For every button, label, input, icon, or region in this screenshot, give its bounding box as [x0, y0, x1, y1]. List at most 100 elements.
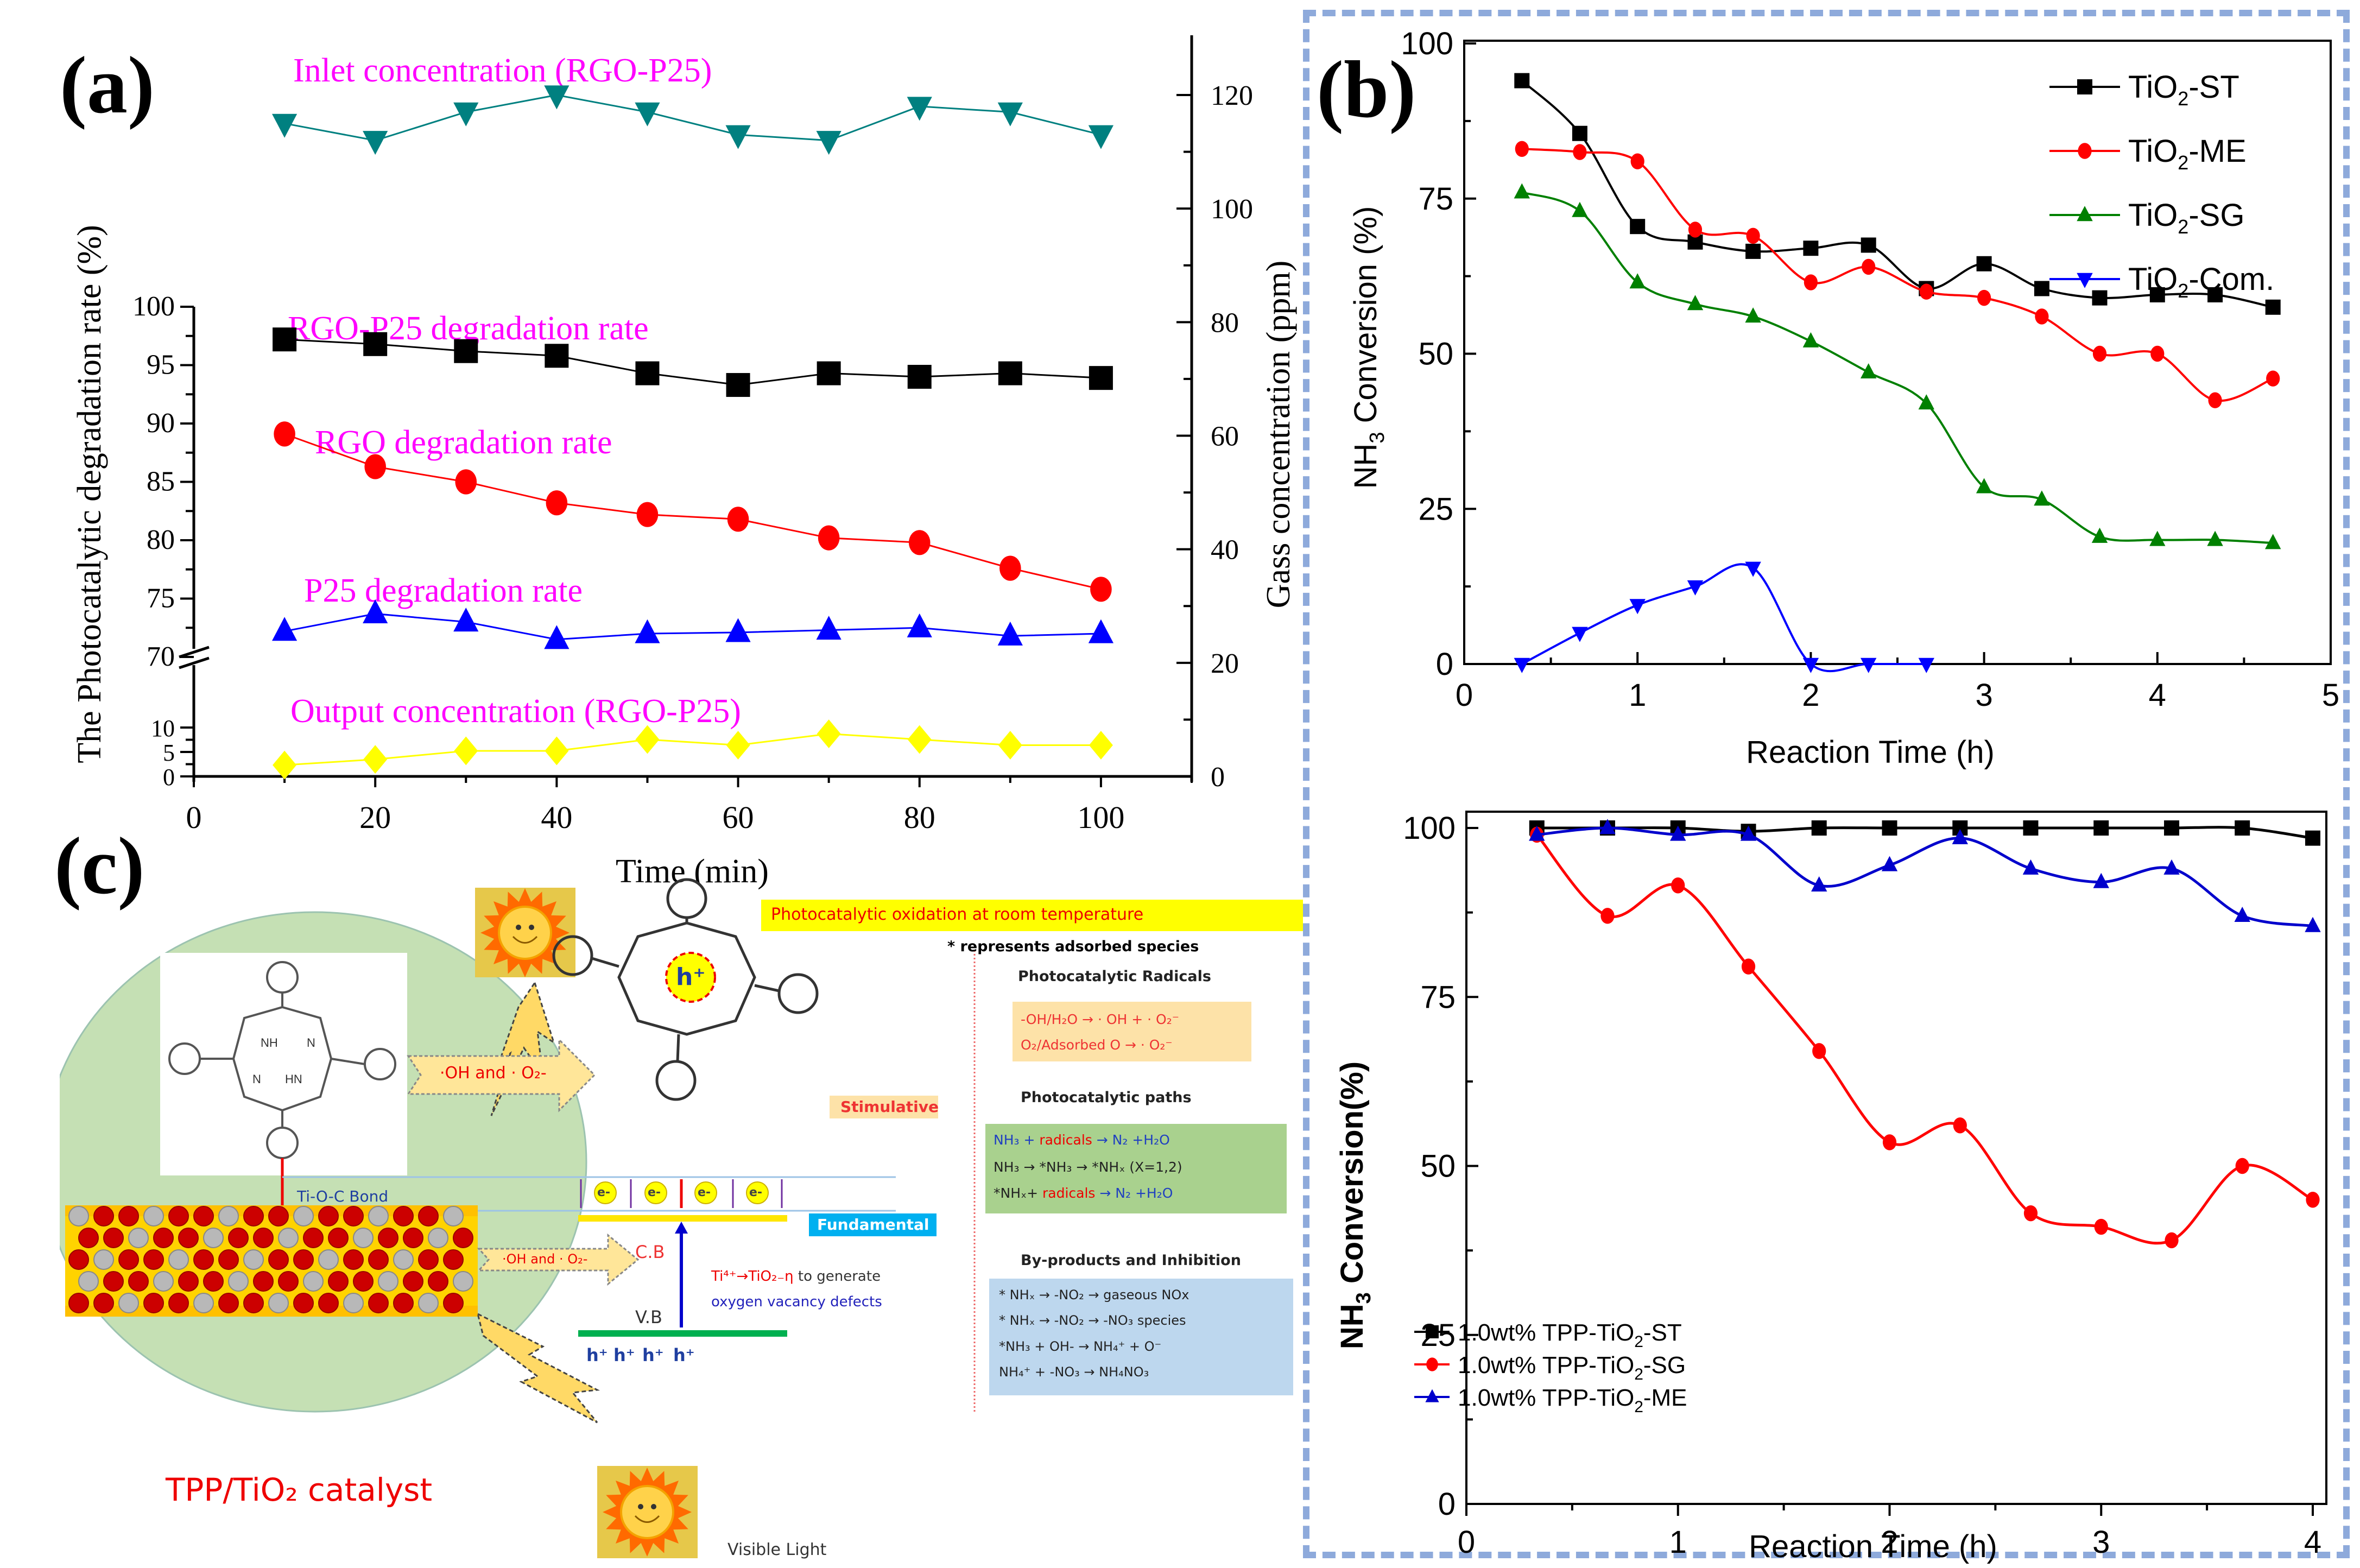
- data-point: [1746, 227, 1760, 244]
- data-point: [1599, 819, 1616, 834]
- left-tick-label: 0: [163, 764, 175, 791]
- byproduct-eq-4: NH₄⁺ + -NO₃ → NH₄NO₃: [999, 1364, 1149, 1380]
- data-point: [2235, 820, 2250, 836]
- data-point: [1745, 243, 1761, 259]
- lightning-icon-bottom: [476, 1312, 600, 1424]
- series-line: [1521, 563, 1927, 673]
- data-point: [726, 373, 750, 397]
- data-point: [1514, 657, 1530, 673]
- o-atom: [118, 1206, 139, 1226]
- hole-center-icon: [665, 952, 716, 1003]
- diagram-graphics: NH N N HN: [60, 878, 1303, 1558]
- x-tick-label: 40: [541, 800, 572, 835]
- data-point: [1514, 183, 1530, 199]
- o-atom: [193, 1249, 214, 1270]
- hn-label-1: HN: [285, 1072, 302, 1086]
- electron-1: e-: [597, 1186, 611, 1199]
- data-point: [998, 361, 1022, 385]
- o-atom: [393, 1293, 414, 1313]
- series-line: [284, 733, 1101, 766]
- tpp-molecule-box: [160, 953, 407, 1175]
- data-point: [2235, 1158, 2249, 1174]
- o-atom: [318, 1206, 339, 1226]
- radical-arrow-top: [407, 1038, 596, 1112]
- legend-label: TiO2-ST: [2128, 69, 2239, 110]
- legend-label: 1.0wt% TPP-TiO2-ST: [1458, 1319, 1682, 1351]
- data-point: [1811, 820, 1827, 836]
- o-atom: [118, 1249, 139, 1270]
- sun-icon-top: [475, 888, 575, 977]
- data-point: [1953, 1117, 1967, 1134]
- series-annotation: P25 degradation rate: [304, 572, 583, 609]
- defect-reaction: Ti⁴⁺→TiO₂₋η: [711, 1268, 794, 1285]
- y-tick-label: 50: [1418, 337, 1453, 372]
- legend-label: TiO2-ME: [2128, 134, 2247, 174]
- data-point: [273, 327, 297, 352]
- data-point: [1862, 258, 1876, 275]
- chart-b-bottom: 012340255075100Reaction Time (h)NH3 Conv…: [1334, 811, 2327, 1564]
- hole-1: h⁺: [586, 1345, 608, 1365]
- legend-marker: [2077, 273, 2093, 288]
- data-point: [364, 454, 386, 479]
- data-point: [725, 618, 751, 642]
- o-atom: [343, 1206, 364, 1226]
- ti-atom: [378, 1271, 398, 1292]
- data-point: [999, 555, 1021, 581]
- data-point: [1802, 657, 1819, 673]
- data-point: [2092, 345, 2107, 362]
- x-axis-label: Time (min): [616, 853, 769, 890]
- x-tick-label: 0: [1458, 1525, 1475, 1560]
- headline-box: [761, 900, 1303, 931]
- data-point: [1802, 332, 1819, 347]
- data-point: [271, 617, 298, 641]
- o-atom: [243, 1206, 264, 1226]
- data-point: [1977, 289, 1991, 306]
- series-line: [1535, 833, 2314, 1245]
- x-tick-label: 4: [2149, 678, 2166, 713]
- data-point: [546, 490, 568, 516]
- data-point: [1572, 627, 1588, 642]
- x-tick-label: 4: [2304, 1525, 2321, 1560]
- right-tick-label: 60: [1211, 421, 1239, 452]
- series-line: [284, 94, 1102, 142]
- x-axis-label: Reaction Time (h): [1746, 735, 1995, 770]
- left-tick-label: 5: [163, 739, 175, 766]
- data-point: [1090, 577, 1112, 602]
- chart-a: 0 20 40 60 80 1000510707580859095100020406080…: [71, 35, 1297, 890]
- o-atom: [253, 1271, 274, 1292]
- left-tick-label: 70: [147, 641, 175, 672]
- mechanism-diagram: NH N N HN: [0, 869, 1303, 1568]
- data-point: [2306, 1192, 2320, 1208]
- o-atom: [178, 1271, 199, 1292]
- defect-text-line1: Ti⁴⁺→TiO₂₋η to generate: [711, 1269, 881, 1284]
- paths-title: Photocatalytic paths: [1021, 1089, 1192, 1106]
- tpp-molecule-icon: [168, 961, 396, 1159]
- data-point: [274, 421, 295, 447]
- data-point: [1670, 825, 1686, 841]
- axis-break-mark: [179, 656, 210, 669]
- right-tick-label: 0: [1211, 762, 1225, 793]
- left-tick-label: 80: [147, 524, 175, 555]
- o-atom: [268, 1206, 289, 1226]
- data-point: [2091, 527, 2108, 543]
- o-atom: [128, 1271, 149, 1292]
- data-point: [271, 113, 298, 138]
- n-label-1: N: [307, 1036, 315, 1049]
- data-point: [816, 131, 841, 155]
- data-point: [2022, 859, 2039, 875]
- o-atom: [278, 1271, 299, 1292]
- o-atom: [453, 1228, 473, 1248]
- left-tick-label: 75: [147, 583, 175, 614]
- o-atom: [353, 1271, 374, 1292]
- data-point: [635, 619, 660, 643]
- data-point: [2234, 907, 2250, 922]
- left-tick-label: 90: [147, 408, 175, 439]
- hole-center-label: h⁺: [676, 963, 706, 991]
- o-atom: [143, 1293, 164, 1313]
- data-point: [1882, 820, 1897, 836]
- o-atom: [443, 1293, 464, 1313]
- series-annotation: RGO degradation rate: [315, 424, 612, 461]
- data-point: [2094, 1218, 2108, 1235]
- data-point: [908, 530, 931, 555]
- data-point: [818, 525, 840, 551]
